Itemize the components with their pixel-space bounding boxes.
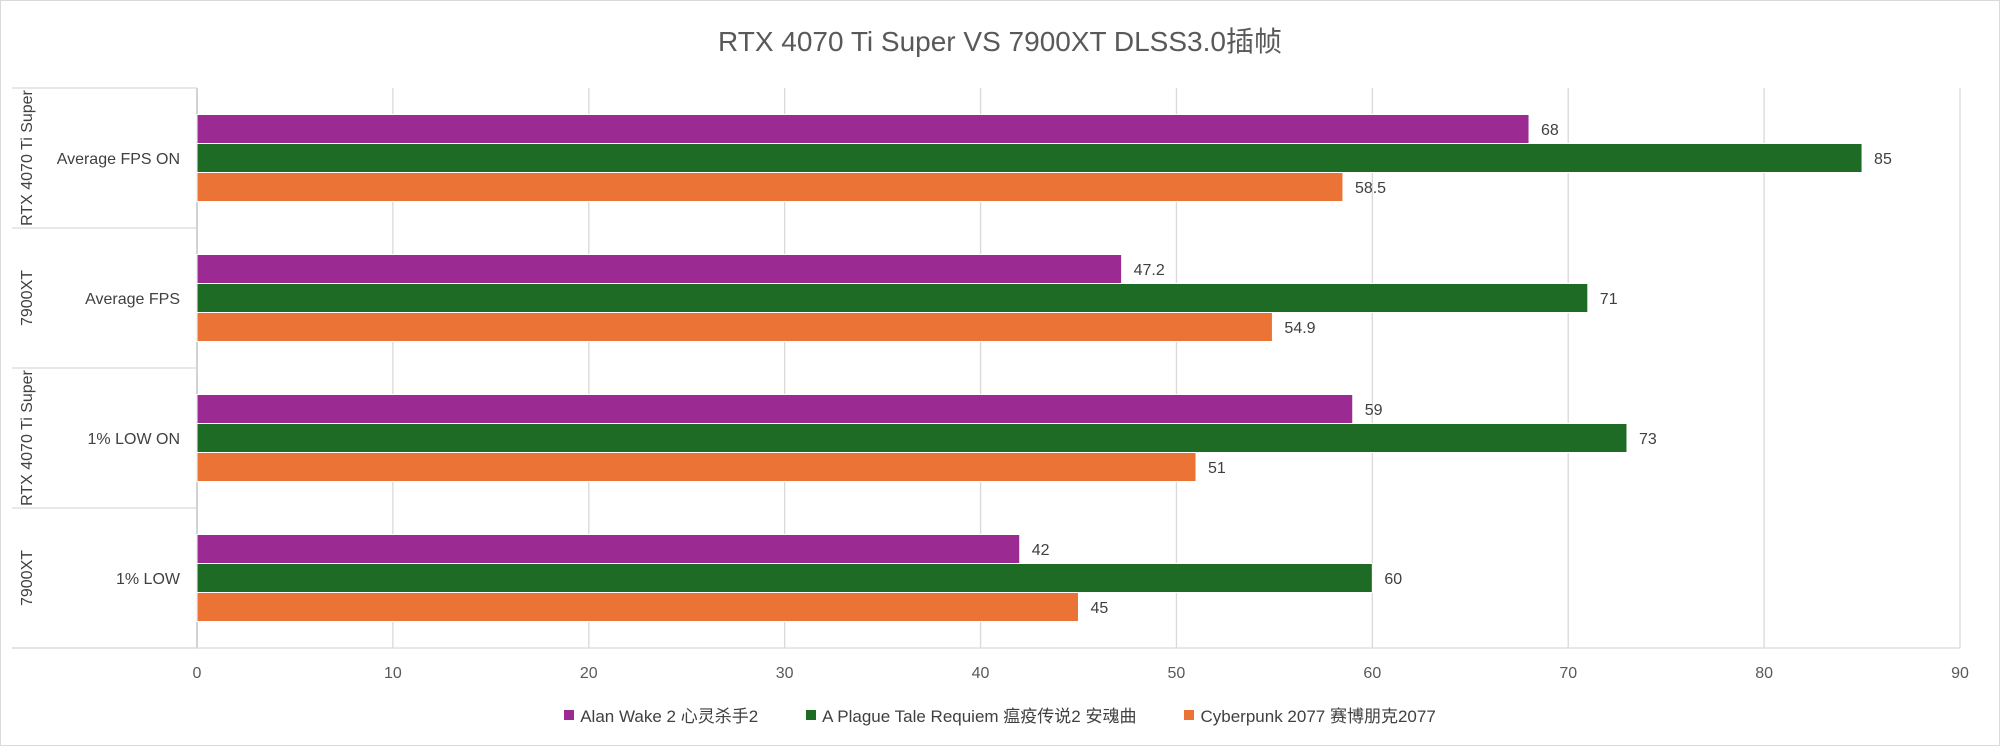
data-label: 42: [1032, 542, 1050, 559]
data-label: 51: [1208, 460, 1226, 477]
x-tick-label: 30: [776, 665, 794, 682]
legend-swatch: [564, 709, 575, 720]
legend-label: A Plague Tale Requiem 瘟疫传说2 安魂曲: [822, 707, 1137, 726]
legend-label: Alan Wake 2 心灵杀手2: [580, 707, 759, 726]
data-label: 58.5: [1355, 180, 1386, 197]
group-label: 7900XT: [19, 270, 36, 326]
data-label: 47.2: [1134, 262, 1165, 279]
data-label: 85: [1874, 151, 1892, 168]
x-tick-label: 50: [1168, 665, 1186, 682]
category-label: Average FPS ON: [57, 151, 180, 168]
group-label: RTX 4070 Ti Super: [19, 369, 36, 505]
data-label: 60: [1384, 571, 1402, 588]
x-tick-label: 80: [1755, 665, 1773, 682]
bar: [196, 312, 1273, 342]
x-tick-label: 90: [1951, 665, 1969, 682]
legend: Alan Wake 2 心灵杀手2 A Plague Tale Requiem …: [0, 702, 2000, 727]
bar: [196, 254, 1123, 284]
data-label: 54.9: [1284, 320, 1315, 337]
data-label: 71: [1600, 291, 1618, 308]
x-tick-label: 20: [580, 665, 598, 682]
bar: [196, 423, 1628, 453]
bar: [196, 563, 1373, 593]
group-label: 7900XT: [19, 550, 36, 606]
legend-label: Cyberpunk 2077 赛博朋克2077: [1200, 707, 1436, 726]
bar: [196, 592, 1079, 622]
x-tick-label: 0: [193, 665, 202, 682]
data-label: 59: [1365, 402, 1383, 419]
x-tick-label: 70: [1559, 665, 1577, 682]
category-label: Average FPS: [85, 291, 180, 308]
legend-item-plague-tale: A Plague Tale Requiem 瘟疫传说2 安魂曲: [806, 702, 1136, 727]
bar: [196, 172, 1344, 202]
bar: [196, 452, 1197, 482]
chart-title: RTX 4070 Ti Super VS 7900XT DLSS3.0插帧: [718, 26, 1282, 57]
x-tick-label: 40: [972, 665, 990, 682]
category-label: 1% LOW ON: [88, 431, 180, 448]
legend-item-alan-wake: Alan Wake 2 心灵杀手2: [564, 702, 758, 727]
bar: [196, 143, 1863, 173]
category-label: 1% LOW: [116, 571, 181, 588]
x-tick-label: 60: [1363, 665, 1381, 682]
group-label: RTX 4070 Ti Super: [19, 89, 36, 225]
bar: [196, 534, 1021, 564]
x-tick-label: 10: [384, 665, 402, 682]
legend-swatch: [806, 709, 817, 720]
data-label: 68: [1541, 122, 1559, 139]
data-label: 73: [1639, 431, 1657, 448]
data-label: 45: [1091, 600, 1109, 617]
bar: [196, 283, 1589, 313]
legend-swatch: [1184, 709, 1195, 720]
bar: [196, 114, 1530, 144]
bar: [196, 394, 1354, 424]
legend-item-cyberpunk: Cyberpunk 2077 赛博朋克2077: [1184, 702, 1436, 727]
